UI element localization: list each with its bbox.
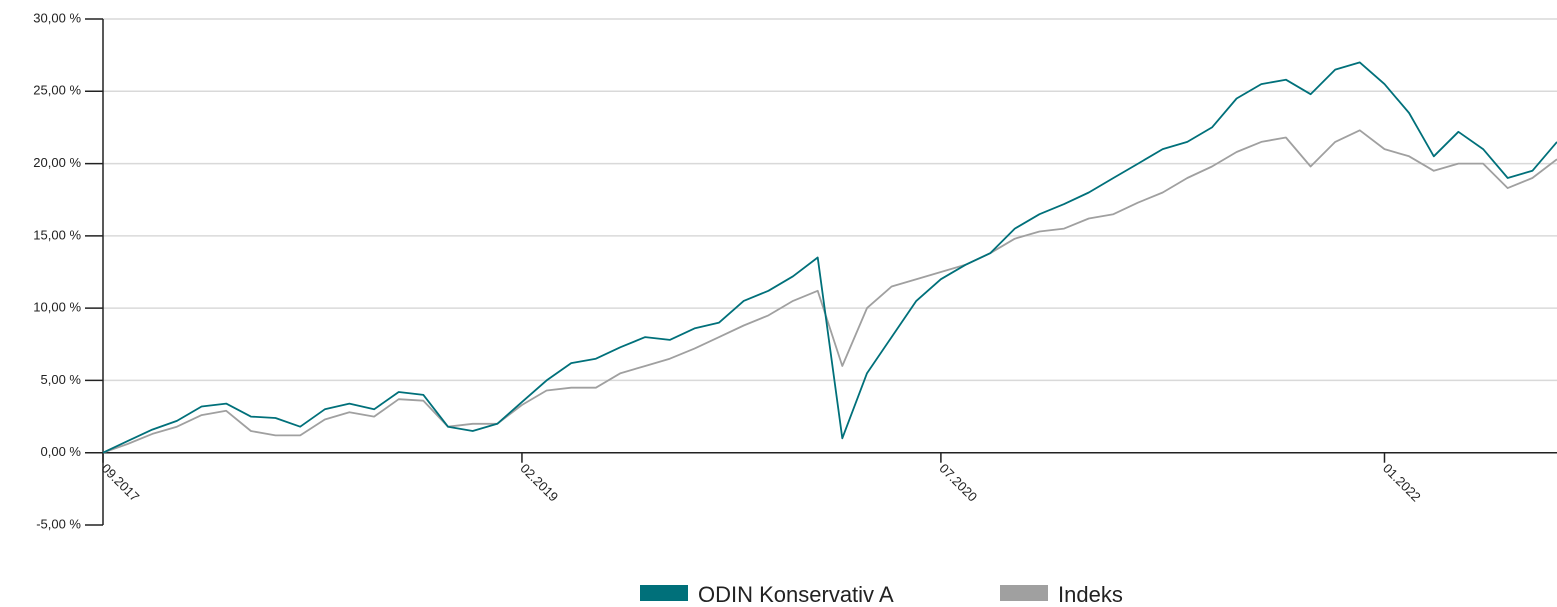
y-tick-label: 10,00 %: [33, 300, 81, 315]
y-tick-label: 30,00 %: [33, 10, 81, 25]
legend-label: ODIN Konservativ A: [698, 582, 894, 607]
legend-swatch: [1000, 585, 1048, 601]
legend: ODIN Konservativ A Indeks: [640, 582, 1123, 607]
x-tick-label: 09.2017: [98, 461, 142, 505]
x-tick-label: 01.2022: [1380, 461, 1424, 505]
y-tick-label: 5,00 %: [41, 372, 82, 387]
y-tick-label: -5,00 %: [36, 516, 81, 531]
series-line: [102, 61, 1557, 454]
series-line: [102, 129, 1557, 454]
y-tick-label: 15,00 %: [33, 227, 81, 242]
legend-label: Indeks: [1058, 582, 1123, 607]
legend-swatch: [640, 585, 688, 601]
x-tick-label: 07.2020: [936, 461, 980, 505]
x-tick-label: 02.2019: [517, 461, 561, 505]
y-tick-label: 25,00 %: [33, 83, 81, 98]
y-tick-label: 20,00 %: [33, 155, 81, 170]
y-tick-label: 0,00 %: [41, 444, 82, 459]
